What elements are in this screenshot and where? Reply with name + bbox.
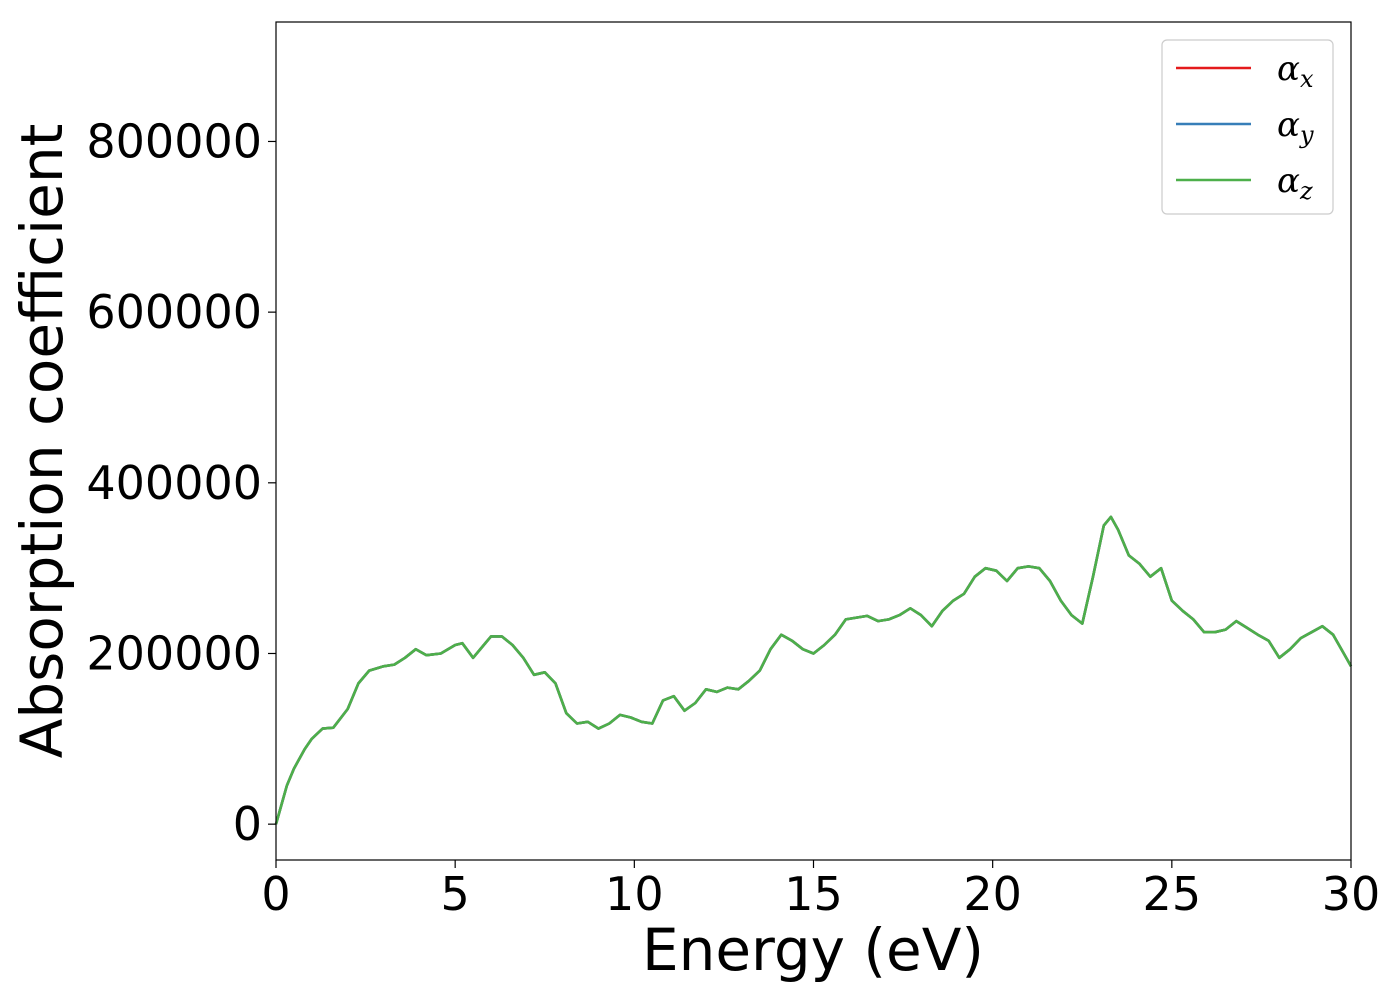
series-line-z [274, 515, 1353, 825]
y-tick-label: 800000 [86, 114, 262, 168]
x-axis-label: Energy (eV) [642, 916, 984, 984]
legend-label-y: αy [1277, 105, 1314, 149]
y-tick-label: 600000 [86, 285, 262, 339]
series-line-x [274, 515, 1353, 825]
series-layer [274, 515, 1353, 825]
x-tick-label: 30 [1322, 867, 1381, 921]
y-tick-label: 200000 [86, 626, 262, 680]
y-axis-label: Absorption coefficient [8, 124, 76, 759]
series-line-y [274, 515, 1353, 825]
legend-label-z: αz [1277, 161, 1313, 205]
y-tick-label: 400000 [86, 456, 262, 510]
x-tick-label: 5 [441, 867, 470, 921]
legend-frame [1161, 39, 1334, 215]
x-tick-label: 10 [605, 867, 664, 921]
x-tick-label: 25 [1143, 867, 1202, 921]
legend-label-x: αx [1277, 49, 1314, 93]
x-tick-label: 15 [784, 867, 843, 921]
x-tick-label: 0 [261, 867, 290, 921]
y-tick-label: 0 [233, 797, 262, 851]
x-tick-label: 20 [963, 867, 1022, 921]
y-axis: 0 200000 400000 600000 800000 [86, 114, 276, 851]
x-axis: 0 5 10 15 20 25 30 [261, 860, 1380, 921]
legend: αx αy αz [1161, 39, 1334, 215]
